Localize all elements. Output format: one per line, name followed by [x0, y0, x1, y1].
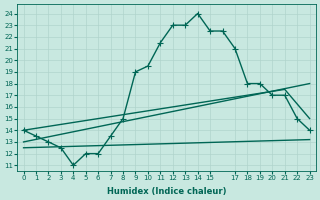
- X-axis label: Humidex (Indice chaleur): Humidex (Indice chaleur): [107, 187, 226, 196]
